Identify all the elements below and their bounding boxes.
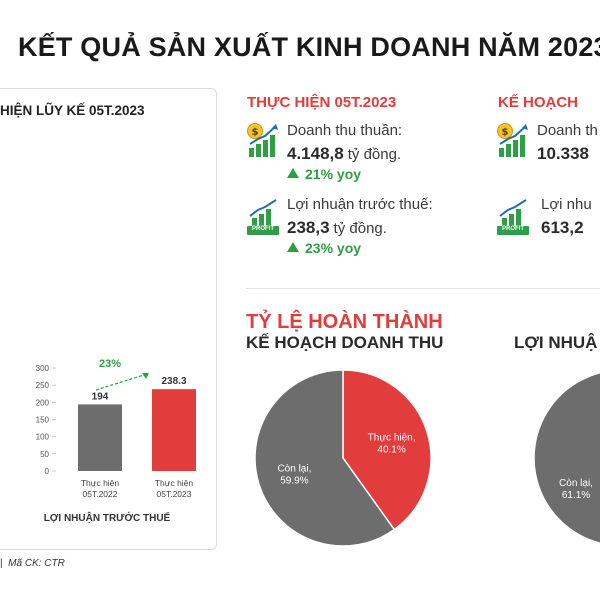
profit-unit: tỷ đồng.: [333, 220, 387, 237]
profit-bar-chart: 0 50 100 150 200 250 300 194 Thực hiện 05T.2022 23…: [36, 358, 196, 524]
profit-yoy: 23% yoy: [287, 240, 361, 256]
revenue-unit: tỷ đồng.: [347, 146, 402, 163]
plan-revenue-value: 10.338: [537, 144, 589, 163]
completion-pies: Thực hiện, 40.1% Còn lại, 59.9% Còn lại, 61.…: [254, 369, 600, 547]
bar-value-label: 194: [92, 391, 109, 402]
y-tick-label: 50: [40, 450, 49, 459]
growth-arrowhead: [142, 373, 149, 379]
revenue-value: 4.148,8: [287, 144, 344, 163]
revenue-growth-icon: $: [247, 123, 278, 157]
bar-2: [152, 389, 196, 471]
y-tick-label: 150: [36, 416, 50, 425]
svg-text:$: $: [502, 127, 509, 138]
pie-slice-2: [254, 369, 396, 547]
profit-badge: PROFIT: [252, 226, 274, 232]
footer-ticker-text: Mã CK: CTR: [8, 558, 65, 569]
plan-heading: KẾ HOẠCH: [498, 94, 579, 111]
completion-heading: TỶ LỆ HOÀN THÀNH: [246, 311, 443, 333]
pie2-slice-label: Còn lại, 61.1%: [559, 478, 593, 501]
up-arrow-icon: [287, 168, 299, 178]
plan-revenue-label: Doanh th: [537, 122, 598, 139]
y-tick-label: 200: [36, 398, 50, 407]
y-tick-label: 250: [36, 381, 50, 390]
page-title: KẾT QUẢ SẢN XUẤT KINH DOANH NĂM 2023: [18, 32, 600, 62]
pie2-slice-remaining: [533, 372, 600, 544]
profit-value-row: 238,3 tỷ đồng.: [287, 218, 387, 238]
profit-icon: [247, 199, 279, 235]
growth-label: 23%: [99, 358, 121, 370]
panel-title: HIỆN LŨY KẾ 05T.2023: [0, 103, 145, 118]
bar-1: [78, 404, 122, 471]
revenue-yoy: 21% yoy: [287, 166, 361, 182]
profit-yoy-text: 23% yoy: [305, 240, 362, 256]
revenue-label: Doanh thu thuần:: [287, 122, 403, 139]
plan-profit-icon: [497, 199, 529, 235]
pie-slice-label: Thực hiện, 40.1%: [368, 432, 416, 455]
revenue-plan-heading: KẾ HOẠCH DOANH THU: [246, 333, 444, 352]
revenue-value-row: 4.148,8 tỷ đồng.: [287, 144, 401, 164]
profit-plan-heading: LỢI NHUẬ: [514, 333, 598, 352]
y-tick-label: 100: [36, 433, 50, 442]
left-chart-panel: [0, 88, 217, 550]
x-category-label: Thực hiện 05T.2022: [81, 478, 120, 499]
x-category-label: Thực hiện 05T.2023: [155, 478, 194, 499]
profit-label: Lợi nhuận trước thuế:: [287, 196, 433, 213]
footer-ticker: | Mã CK: CTR: [0, 558, 65, 569]
profit-value: 238,3: [287, 218, 330, 237]
chart-caption: LỢI NHUẬN TRƯỚC THUẾ: [44, 511, 171, 524]
plan-profit-badge: PROFIT: [502, 226, 524, 232]
plan-profit-value: 613,2: [541, 218, 584, 237]
svg-text:$: $: [252, 127, 259, 138]
up-arrow-icon: [287, 242, 299, 252]
plan-profit-label: Lợi nhu: [541, 196, 592, 213]
growth-arrow: [95, 373, 148, 391]
pie-slice-label: Còn lại, 59.9%: [277, 464, 311, 487]
revenue-yoy-text: 21% yoy: [305, 166, 362, 182]
bar-value-label: 238.3: [161, 376, 186, 387]
actual-heading: THỰC HIỆN 05T.2023: [247, 94, 397, 111]
plan-revenue-growth-icon: $: [497, 123, 528, 157]
y-tick-label: 300: [36, 364, 50, 373]
y-tick-label: 0: [45, 467, 50, 476]
footer-divider: |: [0, 558, 3, 569]
pie-slice-1: [342, 369, 432, 531]
section-divider: [246, 288, 600, 289]
